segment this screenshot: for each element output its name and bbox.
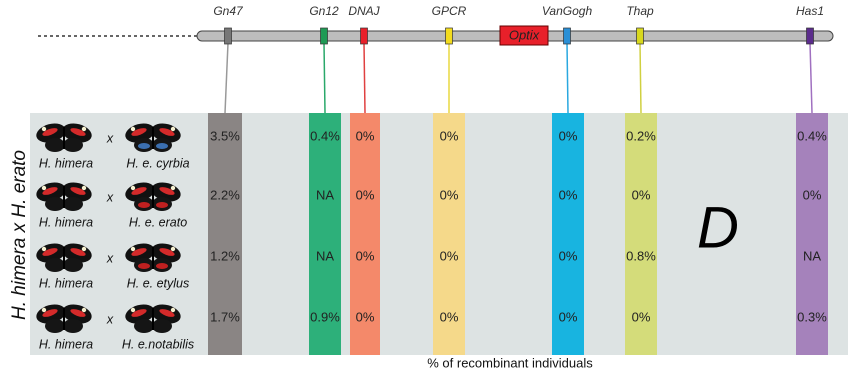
cell-value: 2.2% [210, 187, 240, 202]
wing-spot [131, 186, 135, 190]
wing-spot [171, 247, 175, 251]
cell-value: NA [316, 248, 334, 263]
marker-box [807, 28, 814, 44]
cell-value: 0% [559, 187, 578, 202]
cell-value: 0% [803, 187, 822, 202]
cell-value: 0% [632, 309, 651, 324]
marker-box [564, 28, 571, 44]
wing [45, 138, 65, 152]
wing-ray [138, 143, 150, 149]
cell-value: 0% [440, 128, 459, 143]
wing [63, 319, 83, 333]
footer: % of recombinant individuals [427, 355, 593, 370]
wing-ray [156, 143, 168, 149]
cell-value: 0% [356, 248, 375, 263]
wing-spot [42, 308, 46, 312]
figure: Optix H. himera x H. erato D % of recomb… [0, 0, 848, 374]
wing [63, 197, 83, 211]
cell-value: 0% [440, 187, 459, 202]
wing-spot [42, 247, 46, 251]
species-left: H. himera [39, 215, 93, 229]
cell-value: 1.7% [210, 309, 240, 324]
cell-value: 0% [632, 187, 651, 202]
cell-value: 0% [440, 309, 459, 324]
marker-label: DNAJ [348, 4, 380, 18]
cell-value: 0.3% [797, 309, 827, 324]
cell-value: 0% [559, 309, 578, 324]
cell-value: 0.2% [626, 128, 656, 143]
cell-value: 0% [559, 128, 578, 143]
marker-box [225, 28, 232, 44]
wing-ray [138, 202, 150, 208]
wing-spot [171, 308, 175, 312]
cell-value: 0.9% [310, 309, 340, 324]
cross: x [106, 312, 114, 326]
marker-line [567, 43, 568, 113]
wing-spot [171, 186, 175, 190]
cell-value: 1.2% [210, 248, 240, 263]
cell-value: 0.8% [626, 248, 656, 263]
species-left: H. himera [39, 276, 93, 290]
marker-label: Thap [626, 4, 654, 18]
wing-spot [82, 127, 86, 131]
species-right: H. e. erato [129, 215, 187, 229]
wing [63, 138, 83, 152]
marker-box [637, 28, 644, 44]
wing-ray [138, 263, 150, 269]
wing [45, 258, 65, 272]
cross: x [106, 251, 114, 265]
cell-value: 0% [356, 128, 375, 143]
marker-box [361, 28, 368, 44]
cell-value: NA [803, 248, 821, 263]
optix-label: Optix [509, 27, 540, 42]
wing-spot [82, 308, 86, 312]
cell-value: 0.4% [310, 128, 340, 143]
wing-ray [156, 263, 168, 269]
wing-spot [42, 186, 46, 190]
marker-box [446, 28, 453, 44]
species-right: H. e. cyrbia [126, 156, 189, 170]
species-left: H. himera [39, 156, 93, 170]
wing-spot [82, 186, 86, 190]
cell-value: NA [316, 187, 334, 202]
wing-spot [82, 247, 86, 251]
wing-spot [42, 127, 46, 131]
marker-line [640, 43, 641, 113]
page: {"markers": [ {"label": "Gn47"}, {"label… [0, 0, 848, 374]
wing [152, 319, 172, 333]
wing-spot [131, 127, 135, 131]
cell-value: 0% [356, 187, 375, 202]
marker-label: VanGogh [542, 4, 593, 18]
cell-value: 0.4% [797, 128, 827, 143]
species-right: H. e. etylus [127, 276, 190, 290]
marker-line [810, 43, 812, 113]
marker-label: Gn12 [309, 4, 339, 18]
panel-letter: D [697, 195, 739, 260]
marker-label: Has1 [796, 4, 824, 18]
wing-spot [171, 127, 175, 131]
wing [45, 197, 65, 211]
cross: x [106, 131, 114, 145]
marker-box [321, 28, 328, 44]
wing-spot [131, 247, 135, 251]
marker-label: GPCR [432, 4, 467, 18]
cell-value: 0% [356, 309, 375, 324]
marker-label: Gn47 [213, 4, 244, 18]
marker-line [324, 43, 325, 113]
species-right: H. e.notabilis [122, 337, 194, 351]
wing-spot [131, 308, 135, 312]
cell-value: 0% [440, 248, 459, 263]
wing [134, 319, 154, 333]
wing [45, 319, 65, 333]
side-label: H. himera x H. erato [9, 150, 30, 320]
wing [63, 258, 83, 272]
marker-line [225, 43, 228, 113]
cell-value: 3.5% [210, 128, 240, 143]
marker-line [364, 43, 365, 113]
cross: x [106, 190, 114, 204]
wing-ray [156, 202, 168, 208]
species-left: H. himera [39, 337, 93, 351]
cell-value: 0% [559, 248, 578, 263]
